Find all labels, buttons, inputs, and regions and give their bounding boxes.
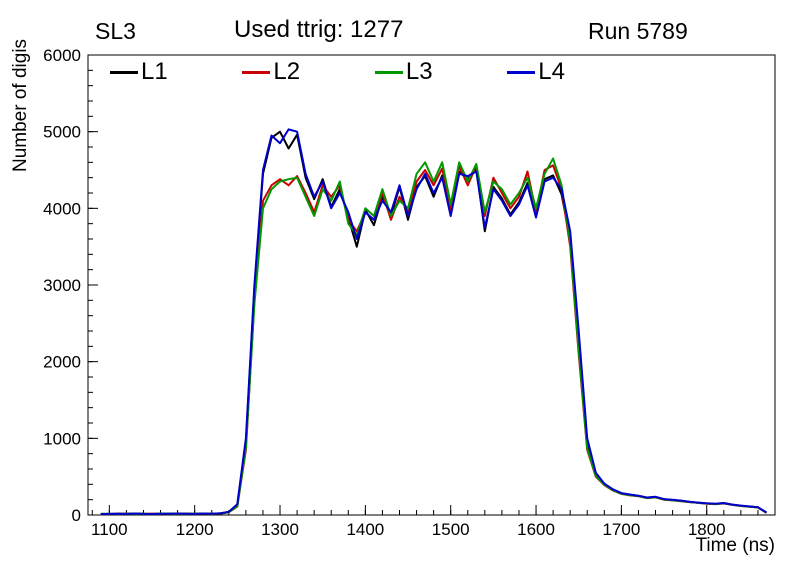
axes	[88, 54, 776, 516]
x-tick-label: 1700	[602, 520, 640, 539]
run-label: Run 5789	[588, 18, 688, 44]
legend: L1 L2 L3 L4	[110, 58, 565, 86]
x-tick-label: 1600	[517, 520, 555, 539]
series-line-l3	[100, 157, 768, 516]
x-tick-label: 1300	[261, 520, 299, 539]
plot-title-ttrig: Used ttrig: 1277	[234, 16, 404, 43]
y-tick-label: 1000	[43, 429, 81, 448]
y-tick-label: 4000	[43, 199, 81, 218]
x-tick-label: 1500	[432, 520, 470, 539]
x-tick-label: 1800	[688, 520, 726, 539]
y-tick-label: 0	[72, 506, 81, 525]
x-tick-label: 1200	[176, 520, 214, 539]
legend-item-l2: L2	[242, 58, 300, 86]
y-tick-label: 2000	[43, 353, 81, 372]
legend-label: L2	[273, 58, 301, 85]
series-line-l1	[100, 130, 768, 516]
y-tick-label: 5000	[43, 123, 81, 142]
tick-labels: 1100 1200 1300 1400 1500 1600 1700 1800 0 1000 200…	[43, 46, 725, 539]
x-axis-title: Time (ns)	[695, 535, 775, 556]
plot-frame	[87, 54, 776, 516]
legend-label: L1	[141, 58, 168, 85]
series-line-l2	[100, 164, 768, 516]
series-line-l4	[100, 128, 768, 515]
legend-label: L4	[538, 58, 565, 85]
legend-line-swatch	[242, 70, 271, 74]
legend-item-l1: L1	[110, 58, 168, 86]
legend-label: L3	[405, 58, 433, 85]
x-tick-label: 1400	[346, 520, 384, 539]
legend-item-l4: L4	[507, 58, 565, 86]
y-axis-title: Number of digis	[10, 39, 31, 172]
legend-item-l3: L3	[374, 58, 433, 86]
legend-line-swatch	[110, 70, 138, 74]
legend-line-swatch	[507, 70, 536, 74]
y-tick-label: 3000	[43, 276, 81, 295]
x-tick-label: 1100	[91, 520, 128, 539]
legend-line-swatch	[374, 70, 403, 74]
y-tick-label: 6000	[43, 46, 81, 65]
superlayer-label: SL3	[95, 18, 136, 44]
